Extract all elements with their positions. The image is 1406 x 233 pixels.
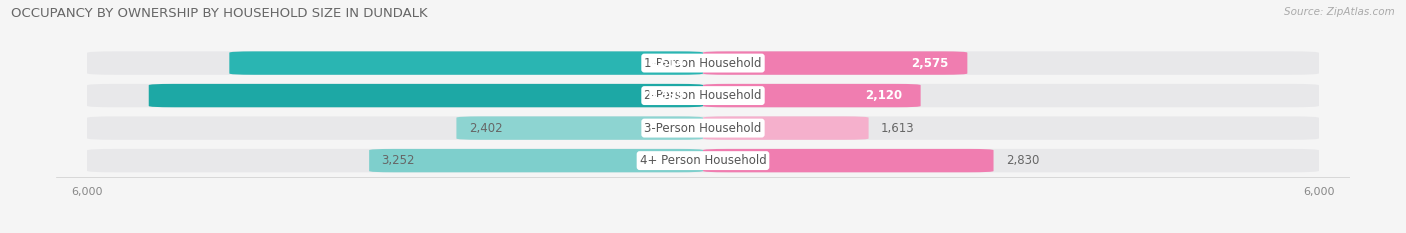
FancyBboxPatch shape (87, 51, 1319, 75)
FancyBboxPatch shape (457, 116, 703, 140)
Text: 3-Person Household: 3-Person Household (644, 122, 762, 135)
Text: 4,614: 4,614 (647, 57, 685, 70)
FancyBboxPatch shape (229, 51, 703, 75)
Text: 2,575: 2,575 (911, 57, 949, 70)
FancyBboxPatch shape (703, 84, 921, 107)
FancyBboxPatch shape (703, 149, 994, 172)
Text: 2,830: 2,830 (1005, 154, 1039, 167)
Text: OCCUPANCY BY OWNERSHIP BY HOUSEHOLD SIZE IN DUNDALK: OCCUPANCY BY OWNERSHIP BY HOUSEHOLD SIZE… (11, 7, 427, 20)
Text: 2,120: 2,120 (865, 89, 903, 102)
FancyBboxPatch shape (87, 84, 1319, 107)
Text: 1-Person Household: 1-Person Household (644, 57, 762, 70)
Text: 4+ Person Household: 4+ Person Household (640, 154, 766, 167)
Text: 5,399: 5,399 (647, 89, 685, 102)
FancyBboxPatch shape (703, 51, 967, 75)
Text: 2,402: 2,402 (468, 122, 502, 135)
FancyBboxPatch shape (87, 149, 1319, 172)
FancyBboxPatch shape (149, 84, 703, 107)
Text: Source: ZipAtlas.com: Source: ZipAtlas.com (1284, 7, 1395, 17)
Text: 1,613: 1,613 (882, 122, 914, 135)
Text: 3,252: 3,252 (381, 154, 415, 167)
FancyBboxPatch shape (703, 116, 869, 140)
FancyBboxPatch shape (370, 149, 703, 172)
Text: 2-Person Household: 2-Person Household (644, 89, 762, 102)
FancyBboxPatch shape (87, 116, 1319, 140)
